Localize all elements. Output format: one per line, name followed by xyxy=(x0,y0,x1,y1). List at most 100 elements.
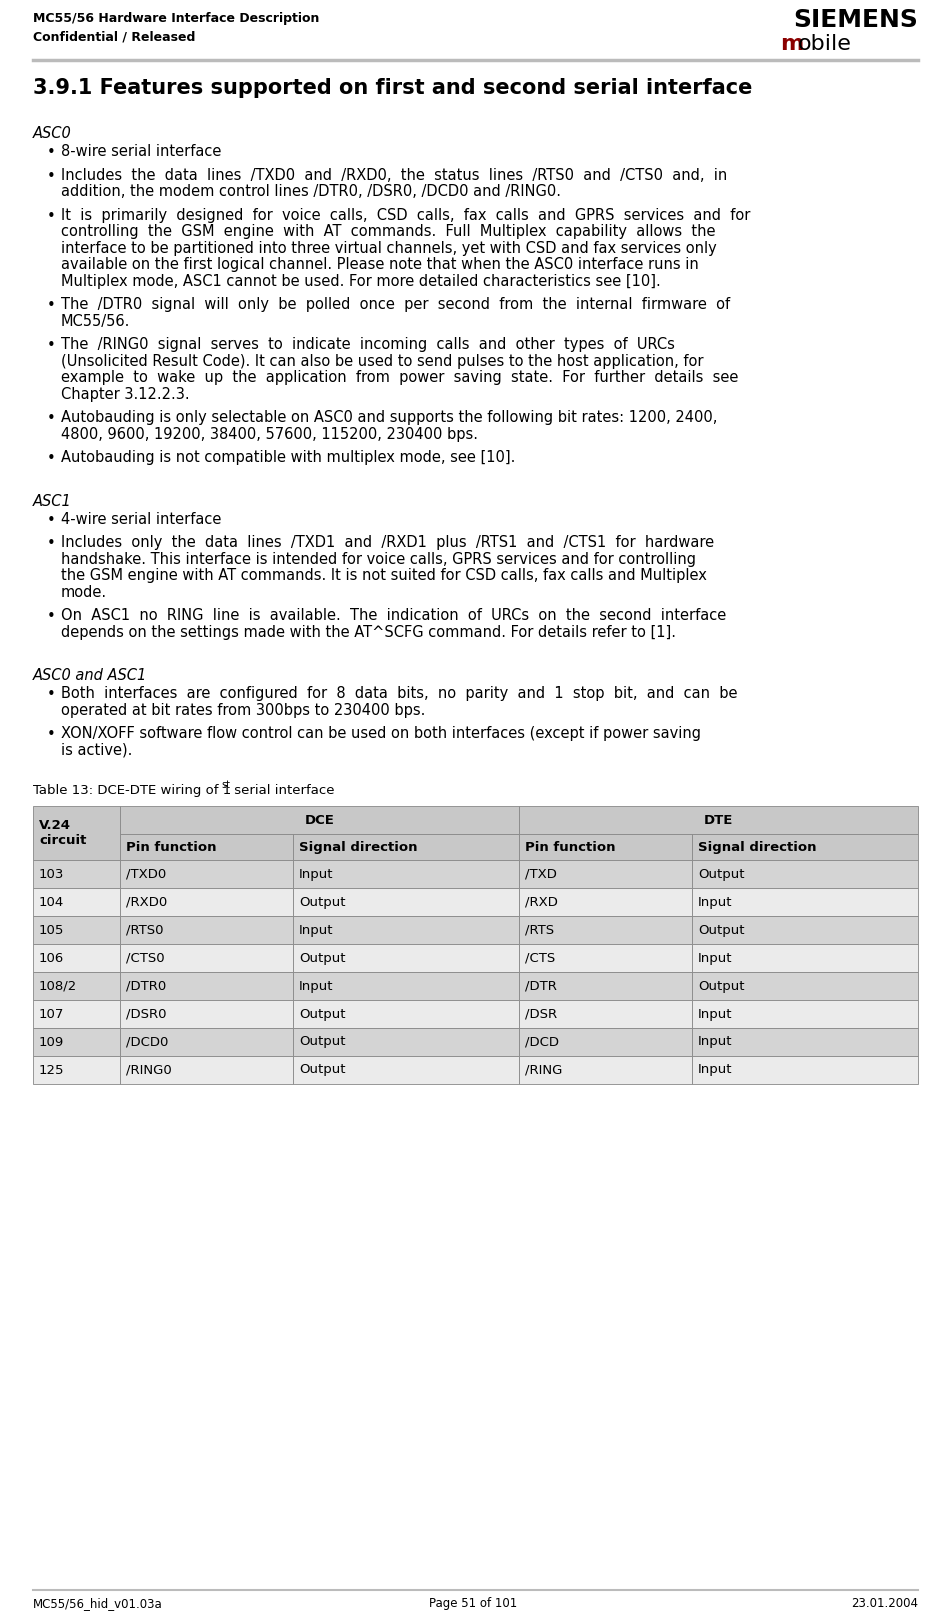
Text: •: • xyxy=(47,338,56,353)
Text: •: • xyxy=(47,608,56,625)
Bar xyxy=(519,888,692,916)
Text: •: • xyxy=(47,536,56,552)
Text: •: • xyxy=(47,298,56,312)
Bar xyxy=(120,1027,293,1057)
Text: /DSR0: /DSR0 xyxy=(126,1008,166,1021)
Text: depends on the settings made with the AT^SCFG command. For details refer to [1].: depends on the settings made with the AT… xyxy=(61,625,676,639)
Text: /TXD: /TXD xyxy=(525,867,557,880)
Bar xyxy=(692,888,918,916)
Text: /DTR0: /DTR0 xyxy=(126,979,166,992)
Text: Input: Input xyxy=(698,1063,732,1076)
Text: controlling  the  GSM  engine  with  AT  commands.  Full  Multiplex  capability : controlling the GSM engine with AT comma… xyxy=(61,223,715,239)
Text: Includes  only  the  data  lines  /TXD1  and  /RXD1  plus  /RTS1  and  /CTS1  fo: Includes only the data lines /TXD1 and /… xyxy=(61,536,714,550)
Bar xyxy=(293,861,519,888)
Text: Includes  the  data  lines  /TXD0  and  /RXD0,  the  status  lines  /RTS0  and  : Includes the data lines /TXD0 and /RXD0,… xyxy=(61,168,727,183)
Text: operated at bit rates from 300bps to 230400 bps.: operated at bit rates from 300bps to 230… xyxy=(61,702,426,717)
Text: •: • xyxy=(47,726,56,743)
Text: It  is  primarily  designed  for  voice  calls,  CSD  calls,  fax  calls  and  G: It is primarily designed for voice calls… xyxy=(61,207,750,223)
Bar xyxy=(120,916,293,943)
Text: /RXD0: /RXD0 xyxy=(126,895,167,908)
Text: /RING: /RING xyxy=(525,1063,562,1076)
Bar xyxy=(519,972,692,1000)
Text: 104: 104 xyxy=(39,895,64,908)
Text: 4-wire serial interface: 4-wire serial interface xyxy=(61,511,221,526)
Text: 107: 107 xyxy=(39,1008,64,1021)
Bar xyxy=(519,806,918,833)
Bar xyxy=(33,888,120,916)
Text: •: • xyxy=(47,146,56,160)
Text: Output: Output xyxy=(299,1036,345,1048)
Text: •: • xyxy=(47,209,56,223)
Text: V.24
circuit: V.24 circuit xyxy=(39,819,86,848)
Text: serial interface: serial interface xyxy=(230,785,335,798)
Text: •: • xyxy=(47,513,56,527)
Bar xyxy=(519,1027,692,1057)
Text: MC55/56 Hardware Interface Description: MC55/56 Hardware Interface Description xyxy=(33,11,320,24)
Text: handshake. This interface is intended for voice calls, GPRS services and for con: handshake. This interface is intended fo… xyxy=(61,552,696,566)
Text: interface to be partitioned into three virtual channels, yet with CSD and fax se: interface to be partitioned into three v… xyxy=(61,241,717,256)
Bar xyxy=(33,1057,120,1084)
Text: 3.9.1 Features supported on first and second serial interface: 3.9.1 Features supported on first and se… xyxy=(33,78,752,99)
Text: Autobauding is only selectable on ASC0 and supports the following bit rates: 120: Autobauding is only selectable on ASC0 a… xyxy=(61,409,717,426)
Text: is active).: is active). xyxy=(61,743,132,757)
Bar xyxy=(692,861,918,888)
Bar xyxy=(120,861,293,888)
Bar xyxy=(692,916,918,943)
Bar xyxy=(519,861,692,888)
Text: Page 51 of 101: Page 51 of 101 xyxy=(429,1597,517,1610)
Bar xyxy=(120,972,293,1000)
Bar xyxy=(293,1000,519,1027)
Text: •: • xyxy=(47,688,56,702)
Text: st: st xyxy=(221,780,230,790)
Text: addition, the modem control lines /DTR0, /DSR0, /DCD0 and /RING0.: addition, the modem control lines /DTR0,… xyxy=(61,184,561,199)
Text: ASC0 and ASC1: ASC0 and ASC1 xyxy=(33,668,148,683)
Bar xyxy=(519,1057,692,1084)
Text: /TXD0: /TXD0 xyxy=(126,867,166,880)
Text: On  ASC1  no  RING  line  is  available.  The  indication  of  URCs  on  the  se: On ASC1 no RING line is available. The i… xyxy=(61,608,727,623)
Text: MC55/56_hid_v01.03a: MC55/56_hid_v01.03a xyxy=(33,1597,163,1610)
Text: Pin function: Pin function xyxy=(525,840,616,854)
Text: Output: Output xyxy=(299,895,345,908)
Text: /CTS: /CTS xyxy=(525,951,555,964)
Bar xyxy=(692,1000,918,1027)
Text: /CTS0: /CTS0 xyxy=(126,951,165,964)
Bar xyxy=(293,833,519,861)
Text: Input: Input xyxy=(299,867,334,880)
Text: XON/XOFF software flow control can be used on both interfaces (except if power s: XON/XOFF software flow control can be us… xyxy=(61,726,701,741)
Bar xyxy=(33,916,120,943)
Bar xyxy=(120,943,293,972)
Bar xyxy=(519,833,692,861)
Bar xyxy=(33,972,120,1000)
Bar xyxy=(692,1057,918,1084)
Text: Confidential / Released: Confidential / Released xyxy=(33,31,196,44)
Bar xyxy=(293,1027,519,1057)
Text: The  /DTR0  signal  will  only  be  polled  once  per  second  from  the  intern: The /DTR0 signal will only be polled onc… xyxy=(61,298,730,312)
Bar xyxy=(120,1057,293,1084)
Text: 103: 103 xyxy=(39,867,64,880)
Text: ASC0: ASC0 xyxy=(33,126,72,141)
Text: 125: 125 xyxy=(39,1063,64,1076)
Bar xyxy=(33,806,120,861)
Bar xyxy=(120,888,293,916)
Text: Input: Input xyxy=(698,951,732,964)
Bar xyxy=(293,888,519,916)
Text: /DSR: /DSR xyxy=(525,1008,557,1021)
Text: Output: Output xyxy=(299,951,345,964)
Text: /RTS0: /RTS0 xyxy=(126,924,164,937)
Text: Signal direction: Signal direction xyxy=(299,840,417,854)
Text: Chapter 3.12.2.3.: Chapter 3.12.2.3. xyxy=(61,387,189,401)
Text: 105: 105 xyxy=(39,924,64,937)
Text: 8-wire serial interface: 8-wire serial interface xyxy=(61,144,221,159)
Text: /DTR: /DTR xyxy=(525,979,557,992)
Text: ASC1: ASC1 xyxy=(33,493,72,508)
Bar xyxy=(120,1000,293,1027)
Text: /DCD0: /DCD0 xyxy=(126,1036,168,1048)
Bar xyxy=(120,806,519,833)
Text: (Unsolicited Result Code). It can also be used to send pulses to the host applic: (Unsolicited Result Code). It can also b… xyxy=(61,353,704,369)
Bar xyxy=(33,1027,120,1057)
Bar xyxy=(293,1057,519,1084)
Bar xyxy=(692,1027,918,1057)
Text: SIEMENS: SIEMENS xyxy=(793,8,918,32)
Text: 108/2: 108/2 xyxy=(39,979,78,992)
Bar xyxy=(519,1000,692,1027)
